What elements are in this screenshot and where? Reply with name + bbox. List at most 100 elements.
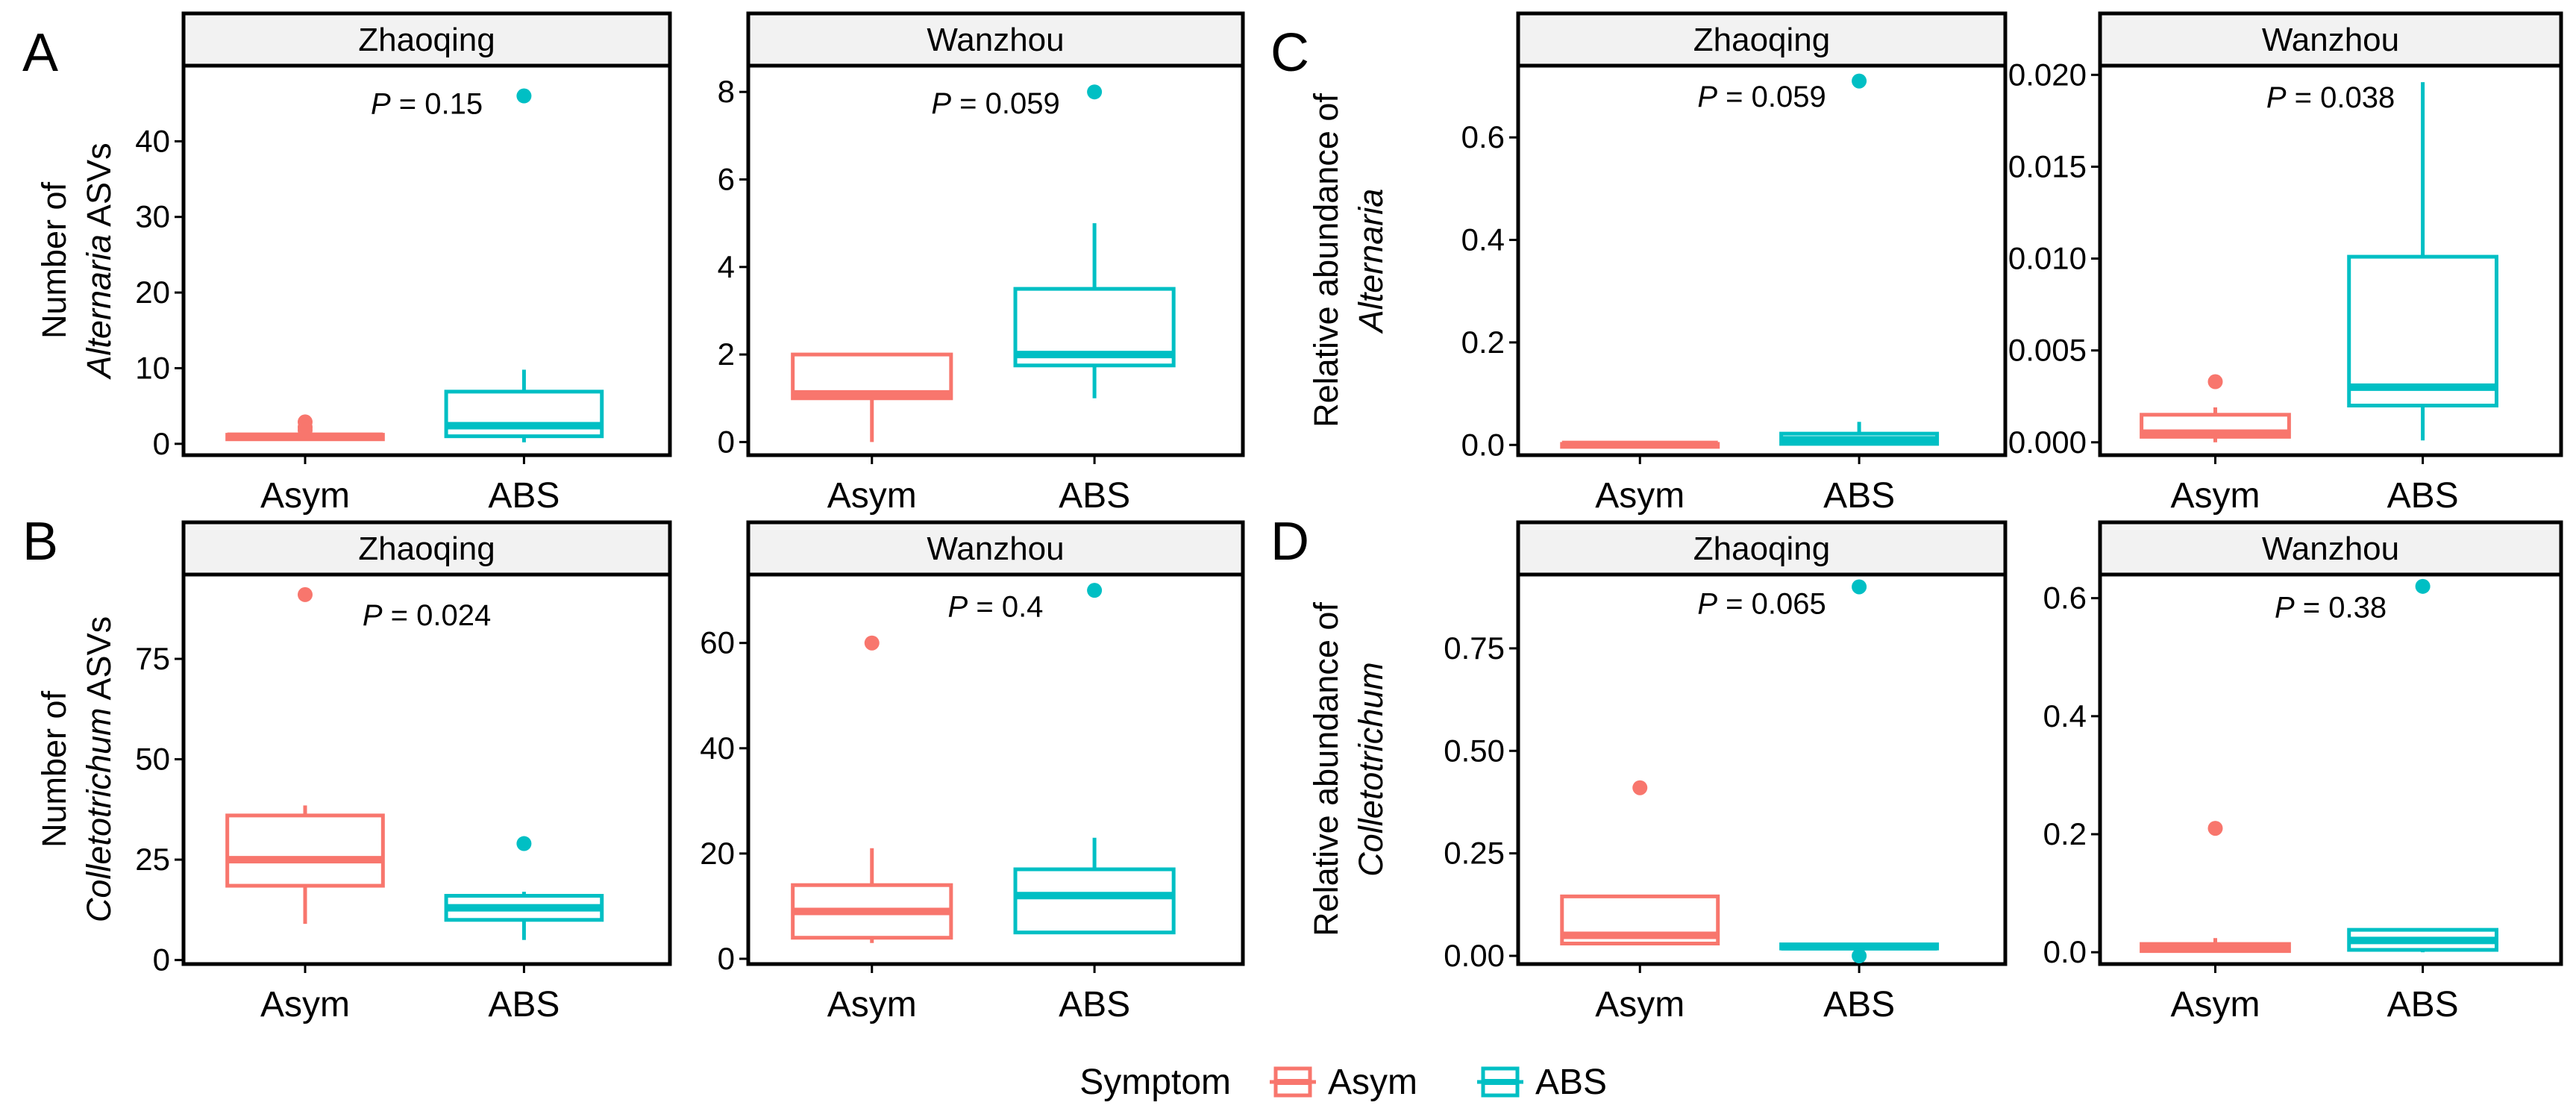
y-tick-label: 0.2	[2043, 816, 2087, 851]
facet-label: Zhaoqing	[1693, 22, 1830, 58]
outlier-point	[1087, 583, 1103, 598]
outlier-point	[516, 88, 532, 104]
y-tick-label: 0.000	[2008, 425, 2087, 460]
y-tick-label: 0	[153, 942, 170, 977]
facet-label: Zhaoqing	[358, 531, 495, 567]
facet-label: Wanzhou	[2262, 22, 2399, 58]
x-tick-label: ABS	[488, 985, 560, 1024]
x-tick-label: Asym	[1595, 476, 1685, 516]
p-value-text: = 0.15	[391, 88, 483, 121]
box-Asym	[2140, 821, 2291, 954]
y-tick-label: 0	[718, 424, 735, 459]
y-tick-label: 0.0	[1461, 427, 1505, 462]
panel-frame	[1516, 572, 2008, 966]
y-axis-title-italic: Colletotrichum	[1352, 662, 1390, 877]
p-symbol: P	[1697, 81, 1717, 113]
y-axis-title-line2: Alternaria ASVs	[80, 143, 118, 380]
outlier-point	[864, 635, 880, 651]
outlier-point	[2415, 578, 2431, 594]
box-ABS	[1779, 73, 1940, 446]
facet-label: Zhaoqing	[358, 22, 495, 58]
p-symbol: P	[2266, 81, 2287, 114]
outlier-point	[2207, 821, 2223, 836]
p-value-text: = 0.38	[2295, 592, 2387, 625]
x-tick-label: Asym	[827, 985, 917, 1024]
panel-letter: D	[1270, 512, 1309, 572]
y-tick-label: 75	[135, 641, 170, 676]
y-axis-title-line2: Colletotrichum ASVs	[80, 616, 118, 922]
box-ABS	[1013, 583, 1176, 935]
facet-strip	[1516, 520, 2008, 577]
y-tick-label: 0.75	[1444, 631, 1505, 666]
x-tick-label: ABS	[1059, 476, 1130, 516]
panel-frame	[2098, 63, 2563, 457]
box-ABS	[444, 836, 604, 940]
y-tick-label: 0.015	[2008, 148, 2087, 184]
panel-frame	[2098, 572, 2563, 966]
legend-title: Symptom	[1079, 1063, 1231, 1102]
box-ABS	[444, 88, 604, 442]
x-tick-label: Asym	[2171, 985, 2260, 1024]
panel-frame	[181, 63, 672, 457]
facet-strip	[1516, 11, 2008, 68]
facet-label: Wanzhou	[927, 531, 1064, 567]
panel-letter: A	[22, 23, 58, 83]
facet-strip	[746, 11, 1245, 68]
panel-frame	[1516, 63, 2008, 457]
y-tick-label: 0.2	[1461, 325, 1505, 360]
p-value-label: P = 0.059	[1697, 81, 1826, 113]
p-value-text: = 0.024	[383, 599, 492, 632]
x-tick-label: ABS	[2387, 476, 2459, 516]
panel-frame	[181, 572, 672, 966]
p-symbol: P	[363, 599, 383, 632]
iqr-box	[2347, 254, 2498, 408]
p-symbol: P	[948, 590, 968, 623]
y-tick-label: 25	[135, 842, 170, 877]
panel-frame	[746, 63, 1245, 457]
x-tick-label: Asym	[1595, 985, 1685, 1024]
facet-strip	[2098, 520, 2563, 577]
y-tick-label: 0.4	[1461, 222, 1505, 257]
y-tick-label: 0.005	[2008, 333, 2087, 368]
y-tick-label: 0.50	[1444, 733, 1505, 768]
outlier-point	[1852, 73, 1867, 89]
y-tick-label: 30	[135, 199, 170, 234]
x-tick-label: ABS	[1059, 985, 1130, 1024]
p-value-label: P = 0.38	[2275, 592, 2387, 625]
facet-label: Wanzhou	[927, 22, 1064, 58]
y-tick-label: 40	[700, 730, 735, 766]
box-Asym	[791, 352, 953, 442]
iqr-box	[444, 390, 604, 439]
y-tick-label: 0.0	[2043, 934, 2087, 969]
p-value-text: = 0.065	[1717, 587, 1826, 620]
outlier-point	[1632, 780, 1648, 795]
x-tick-label: ABS	[1823, 476, 1895, 516]
y-axis-title-line2: Alternaria	[1352, 189, 1390, 335]
x-tick-label: Asym	[260, 985, 350, 1024]
panel-B-wanzhou: Wanzhou 0 20 40 60 Asym ABS P = 0.4	[700, 520, 1245, 1024]
p-value-label: P = 0.059	[931, 87, 1059, 120]
y-tick-label: 60	[700, 625, 735, 660]
box-ABS	[2347, 82, 2498, 441]
outlier-point	[298, 586, 313, 602]
p-symbol: P	[2275, 592, 2295, 625]
y-tick-label: 0.010	[2008, 241, 2087, 276]
y-axis-title-suffix: ASVs	[80, 616, 118, 708]
x-tick-label: Asym	[2171, 476, 2260, 516]
box-ABS	[2347, 578, 2498, 953]
facet-strip	[181, 520, 672, 577]
panel-frame	[746, 572, 1245, 966]
y-axis-title-italic: Colletotrichum	[80, 707, 118, 922]
x-tick-label: ABS	[488, 476, 560, 516]
x-tick-label: ABS	[1823, 985, 1895, 1024]
y-tick-label: 0	[153, 426, 170, 461]
box-Asym	[2140, 374, 2291, 442]
box-Asym	[225, 586, 385, 925]
box-Asym	[791, 635, 953, 943]
iqr-box	[225, 813, 385, 888]
box-Asym	[225, 414, 385, 442]
y-tick-label: 40	[135, 123, 170, 158]
legend-key-Asym	[1270, 1066, 1316, 1098]
legend: Symptom Asym ABS	[1079, 1063, 1607, 1102]
